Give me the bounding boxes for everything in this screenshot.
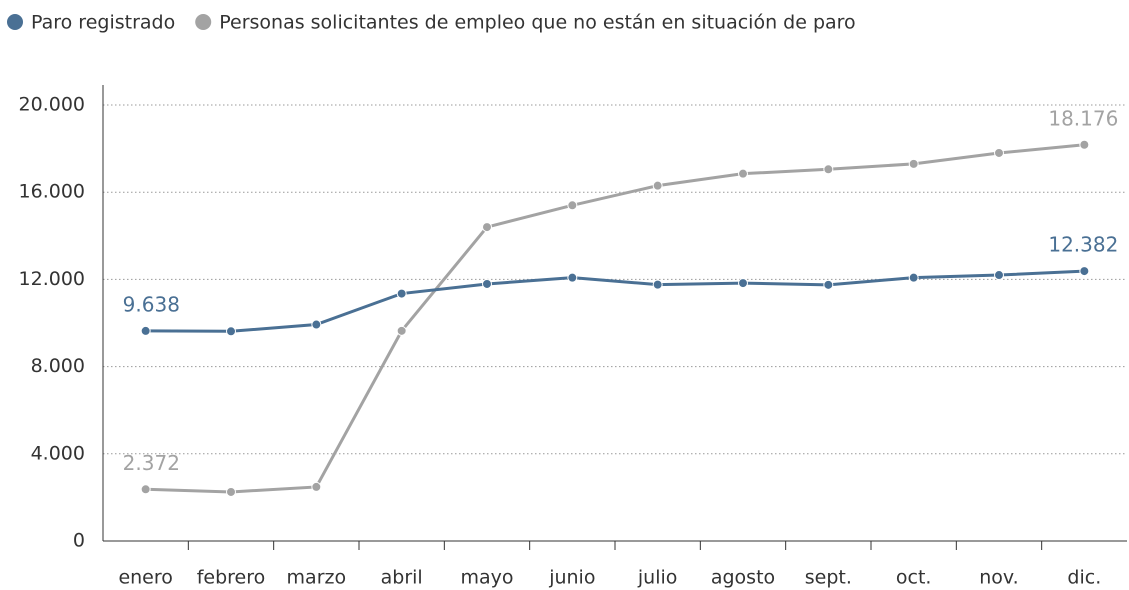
data-point [226, 486, 236, 497]
y-tick-label: 0 [73, 530, 85, 552]
data-point [396, 325, 407, 336]
series-line [145, 143, 1085, 494]
data-label: 12.382 [1048, 233, 1118, 257]
data-point [396, 288, 407, 299]
legend-marker [195, 14, 212, 30]
x-tick-label: mayo [460, 567, 513, 589]
data-point [738, 278, 748, 289]
x-tick-label: agosto [711, 567, 775, 589]
x-tick-label: junio [548, 567, 595, 589]
data-point [652, 180, 663, 191]
data-point [567, 200, 578, 211]
data-point [226, 326, 236, 337]
data-point [823, 279, 834, 290]
x-tick-label: sept. [805, 567, 852, 589]
data-point [311, 481, 322, 492]
x-tick-label: enero [118, 567, 172, 589]
data-point [140, 325, 151, 336]
data-point [311, 319, 322, 330]
x-tick-label: marzo [287, 567, 347, 589]
data-point [652, 279, 663, 290]
y-tick-label: 8.000 [31, 355, 85, 377]
y-tick-label: 16.000 [19, 181, 85, 203]
data-label: 18.176 [1048, 106, 1118, 130]
y-tick-label: 12.000 [19, 268, 85, 290]
legend-label: Paro registrado [31, 12, 175, 34]
data-point [994, 147, 1004, 158]
data-point [738, 168, 748, 179]
data-point [1079, 139, 1090, 150]
y-tick-label: 20.000 [19, 94, 85, 116]
data-point [908, 158, 919, 169]
data-point [140, 484, 151, 495]
data-label: 9.638 [123, 292, 180, 316]
series-line [145, 269, 1085, 333]
x-tick-label: oct. [896, 567, 932, 589]
x-tick-label: nov. [979, 567, 1018, 589]
x-tick-label: abril [381, 567, 423, 589]
data-point [823, 164, 834, 175]
legend-label: Personas solicitantes de empleo que no e… [219, 12, 855, 34]
data-point [567, 272, 578, 283]
x-tick-label: dic. [1067, 567, 1101, 589]
data-point [482, 222, 492, 233]
data-point [908, 272, 919, 283]
x-tick-label: febrero [197, 567, 266, 589]
data-point [482, 278, 492, 289]
data-point [1079, 266, 1090, 277]
data-label: 2.372 [123, 451, 180, 475]
legend-marker [7, 14, 23, 30]
x-tick-label: julio [637, 567, 678, 589]
y-tick-label: 4.000 [31, 442, 85, 464]
data-point [994, 270, 1004, 281]
